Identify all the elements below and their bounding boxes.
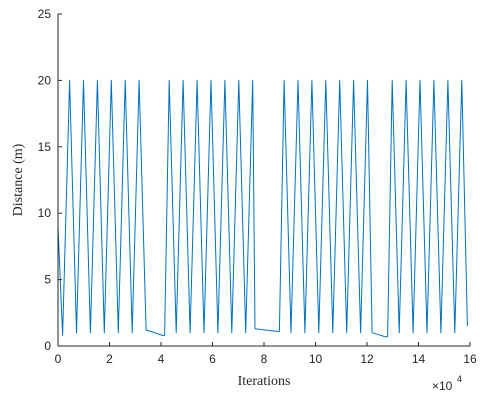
- x-tick-label: 8: [261, 352, 268, 366]
- x-tick-label: 2: [106, 352, 113, 366]
- x-tick-label: 16: [463, 352, 477, 366]
- x-axis-multiplier-exponent: 4: [457, 374, 462, 384]
- x-tick-label: 12: [360, 352, 374, 366]
- series-line-1: [57, 79, 468, 338]
- x-tick-label: 10: [309, 352, 323, 366]
- y-tick-label: 0: [44, 339, 51, 353]
- y-tick-label: 20: [38, 73, 52, 87]
- x-axis-multiplier: ×10: [432, 379, 453, 393]
- y-axis: 0 5 10 15 20 25: [38, 7, 62, 353]
- x-tick-label: 14: [412, 352, 426, 366]
- x-axis-title: Iterations: [238, 374, 291, 389]
- x-axis: 0 2 4 6 8 10 12 14 16: [55, 342, 477, 366]
- y-tick-label: 10: [38, 206, 52, 220]
- y-tick-label: 15: [38, 140, 52, 154]
- y-tick-label: 5: [44, 273, 51, 287]
- series-layer: [57, 79, 468, 338]
- x-tick-label: 4: [158, 352, 165, 366]
- x-tick-label: 0: [55, 352, 62, 366]
- x-tick-label: 6: [209, 352, 216, 366]
- y-axis-title: Distance (m): [11, 143, 26, 216]
- plot-area: [58, 14, 470, 346]
- y-tick-label: 25: [38, 7, 52, 21]
